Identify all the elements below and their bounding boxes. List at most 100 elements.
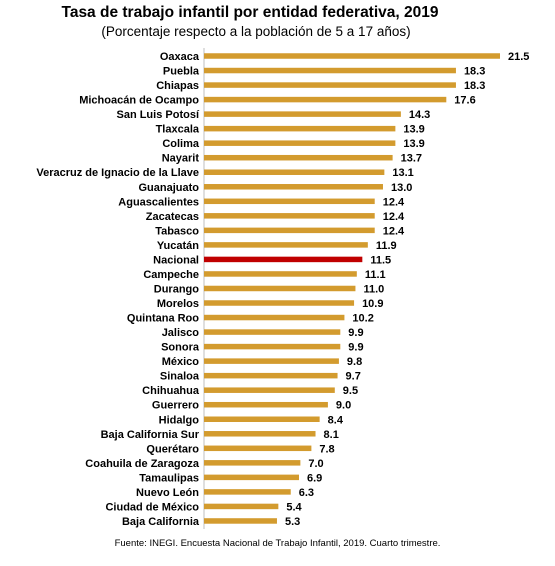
category-label: Baja California xyxy=(122,516,200,528)
bar xyxy=(204,343,341,350)
bar xyxy=(204,125,396,132)
category-label: Tamaulipas xyxy=(139,472,199,484)
value-label: 9.5 xyxy=(343,385,358,397)
value-label: 18.3 xyxy=(464,80,485,92)
category-label: Oaxaca xyxy=(160,51,200,63)
value-label: 8.4 xyxy=(328,414,344,426)
category-label: Michoacán de Ocampo xyxy=(79,95,199,107)
bar xyxy=(204,489,291,495)
bar xyxy=(204,67,456,74)
value-label: 7.8 xyxy=(319,443,334,455)
category-label: Nuevo León xyxy=(136,487,199,499)
bar xyxy=(204,329,341,335)
category-label: Durango xyxy=(154,283,200,295)
bar xyxy=(204,96,447,103)
bar xyxy=(204,271,357,277)
value-label: 13.0 xyxy=(391,182,412,194)
bar xyxy=(204,300,355,306)
bar xyxy=(204,154,393,161)
bar xyxy=(204,474,299,481)
category-label: Puebla xyxy=(163,66,200,78)
bar xyxy=(204,213,375,219)
bar xyxy=(204,445,312,452)
category-label: Sinaloa xyxy=(160,371,200,383)
chart-subtitle: (Porcentaje respecto a la población de 5… xyxy=(101,24,411,39)
category-label: Colima xyxy=(162,138,200,150)
category-label: Guanajuato xyxy=(138,182,199,194)
value-label: 13.7 xyxy=(401,153,422,165)
value-label: 5.3 xyxy=(285,516,300,528)
bar xyxy=(204,416,320,422)
bar xyxy=(204,401,328,408)
category-label: Hidalgo xyxy=(159,414,200,426)
category-label: Zacatecas xyxy=(146,211,199,223)
value-label: 9.9 xyxy=(348,327,363,339)
value-label: 11.0 xyxy=(363,283,384,295)
category-label: Jalisco xyxy=(162,327,200,339)
value-label: 9.8 xyxy=(347,356,362,368)
value-label: 14.3 xyxy=(409,109,430,121)
bar xyxy=(204,503,279,510)
category-label: Coahuila de Zaragoza xyxy=(85,458,200,470)
bar xyxy=(204,82,456,88)
value-label: 11.9 xyxy=(376,240,397,252)
bar xyxy=(204,431,316,437)
bar-chart: Oaxaca 21.5 Puebla 18.3 Chiapas 18.3 Michoacán… xyxy=(36,48,529,529)
bar xyxy=(204,227,375,234)
value-label: 13.1 xyxy=(392,167,413,179)
bar xyxy=(204,518,277,524)
category-label: Tabasco xyxy=(155,225,199,237)
category-label: Quintana Roo xyxy=(127,313,199,325)
bar xyxy=(204,387,335,393)
chart-title: Tasa de trabajo infantil por entidad fed… xyxy=(61,4,439,21)
category-label: Nacional xyxy=(153,254,199,266)
category-label: Sonora xyxy=(161,342,200,354)
value-label: 17.6 xyxy=(454,95,475,107)
category-label: Morelos xyxy=(157,298,199,310)
bar xyxy=(204,169,385,175)
category-label: Baja California Sur xyxy=(101,429,200,441)
value-label: 6.9 xyxy=(307,472,322,484)
category-label: Ciudad de México xyxy=(105,501,199,513)
value-label: 10.9 xyxy=(362,298,383,310)
value-label: 8.1 xyxy=(324,429,339,441)
value-label: 12.4 xyxy=(383,225,405,237)
bar xyxy=(204,285,356,292)
category-label: Yucatán xyxy=(157,240,199,252)
value-label: 5.4 xyxy=(286,501,302,513)
category-label: Aguascalientes xyxy=(118,196,199,208)
bar xyxy=(204,358,339,364)
category-label: México xyxy=(162,356,200,368)
bar xyxy=(204,242,368,248)
category-label: Querétaro xyxy=(146,443,199,455)
value-label: 13.9 xyxy=(403,138,424,150)
bar xyxy=(204,314,345,321)
bar xyxy=(204,460,301,466)
bar xyxy=(204,111,401,117)
category-label: Chiapas xyxy=(156,80,199,92)
bar xyxy=(204,372,338,379)
category-label: Nayarit xyxy=(162,153,200,165)
source-note: Fuente: INEGI. Encuesta Nacional de Trab… xyxy=(114,538,441,549)
category-label: Chihuahua xyxy=(142,385,200,397)
value-label: 6.3 xyxy=(299,487,314,499)
value-label: 13.9 xyxy=(403,124,424,136)
value-label: 21.5 xyxy=(508,51,529,63)
category-label: Tlaxcala xyxy=(156,124,200,136)
bar xyxy=(204,198,375,205)
value-label: 9.0 xyxy=(336,400,351,412)
value-label: 10.2 xyxy=(352,313,373,325)
value-label: 12.4 xyxy=(383,211,405,223)
value-label: 11.1 xyxy=(365,269,386,281)
value-label: 7.0 xyxy=(308,458,323,470)
bar-highlight xyxy=(204,256,363,263)
bar xyxy=(204,184,383,190)
bar xyxy=(204,140,396,146)
value-label: 18.3 xyxy=(464,66,485,78)
category-label: Veracruz de Ignacio de la Llave xyxy=(36,167,199,179)
category-label: Campeche xyxy=(143,269,199,281)
category-label: San Luis Potosí xyxy=(116,109,199,121)
value-label: 12.4 xyxy=(383,196,405,208)
value-label: 9.9 xyxy=(348,342,363,354)
value-label: 9.7 xyxy=(346,371,361,383)
